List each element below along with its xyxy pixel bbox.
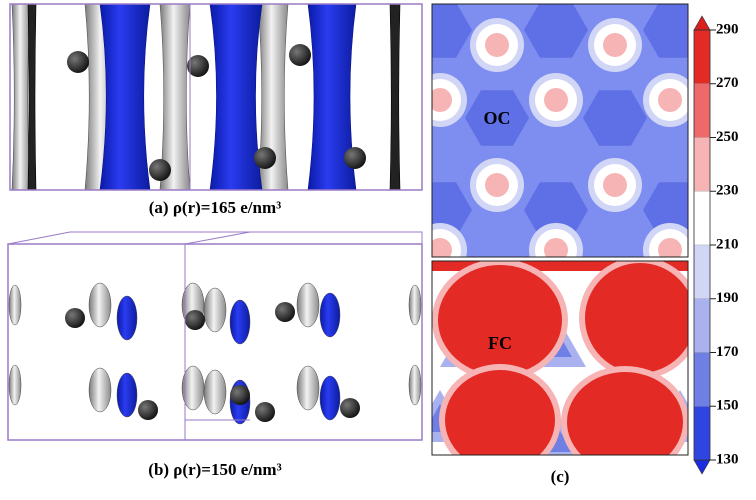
figure: 290 270 250 230 210 190 170 150 130 (a) ρ(r)=165… [0, 0, 756, 500]
colorbar-over [694, 16, 710, 30]
tube [100, 4, 150, 190]
panel-c-top [408, 2, 707, 277]
lobe [89, 283, 111, 327]
atom [255, 402, 275, 422]
atom [344, 147, 366, 169]
core [485, 33, 509, 57]
atom [275, 302, 295, 322]
core [658, 88, 682, 112]
atom [67, 51, 89, 73]
tube [12, 4, 30, 190]
colorbar-segment [694, 245, 710, 299]
tube [210, 4, 262, 190]
colorbar-segment [694, 30, 710, 84]
panel-c-bottom [410, 240, 710, 478]
atom [185, 310, 205, 330]
lobe [9, 365, 21, 405]
peak [438, 265, 562, 375]
colorbar-segment [694, 138, 710, 192]
lobe [320, 293, 340, 337]
atom [65, 308, 85, 328]
lobe [409, 365, 421, 405]
colorbar-tick-label: 190 [716, 290, 739, 306]
core [485, 173, 509, 197]
atom [149, 159, 171, 181]
panel-b-render [9, 283, 421, 424]
colorbar-tick-label: 290 [716, 21, 739, 37]
colorbar-segment [694, 84, 710, 138]
colorbar-under [694, 460, 710, 474]
lobe [204, 370, 226, 414]
colorbar-tick-label: 270 [716, 75, 739, 91]
atom [230, 385, 250, 405]
colorbar-segment [694, 353, 710, 407]
lobe [117, 296, 137, 340]
caption-a: (a) ρ(r)=165 e/nm³ [149, 198, 281, 217]
lobe [9, 285, 21, 325]
lobe [409, 285, 421, 325]
atom [340, 398, 360, 418]
atom [254, 147, 276, 169]
lobe [297, 366, 319, 410]
lobe [320, 376, 340, 420]
colorbar-tick-label: 210 [716, 236, 739, 252]
lobe [230, 300, 250, 344]
core [544, 88, 568, 112]
peak [585, 263, 695, 373]
atom [289, 44, 311, 66]
lobe [117, 373, 137, 417]
colorbar-segment [694, 299, 710, 353]
caption-c: (c) [551, 467, 570, 486]
colorbar-tick-label: 250 [716, 129, 739, 145]
colorbar-tick-label: 230 [716, 183, 739, 199]
lobe [297, 283, 319, 327]
lobe [89, 368, 111, 412]
colorbar-tick-label: 130 [716, 451, 739, 467]
tube [390, 4, 400, 190]
caption-b: (b) ρ(r)=150 e/nm³ [148, 460, 281, 479]
label-fc: FC [488, 333, 512, 353]
tube [28, 4, 36, 190]
colorbar-segment [694, 191, 710, 245]
peak [567, 372, 683, 472]
label-oc: OC [484, 108, 511, 128]
lobe [204, 288, 226, 332]
core [658, 238, 682, 262]
colorbar: 290 270 250 230 210 190 170 150 130 [694, 16, 739, 474]
colorbar-segment [694, 406, 710, 460]
colorbar-tick-label: 170 [716, 344, 739, 360]
core [544, 238, 568, 262]
core [603, 33, 627, 57]
panel-a-render [12, 4, 400, 190]
core [603, 173, 627, 197]
colorbar-tick-label: 150 [716, 398, 739, 414]
atom [138, 400, 158, 420]
